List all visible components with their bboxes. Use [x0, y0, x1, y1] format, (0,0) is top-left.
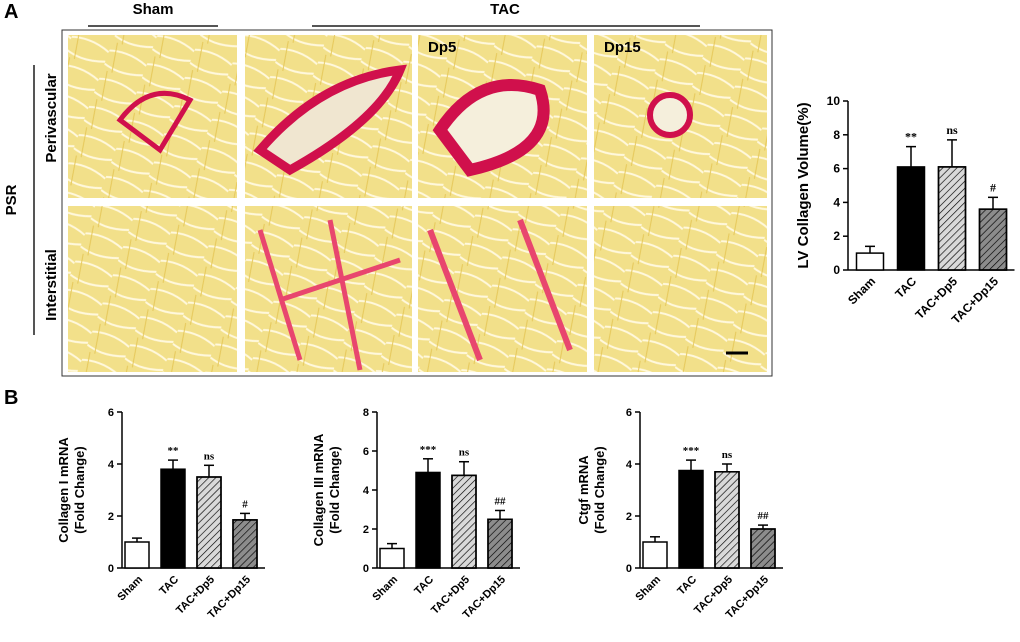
significance-label: ##	[495, 495, 507, 507]
y-tick-label: 2	[626, 511, 632, 523]
panel-letter: A	[4, 1, 18, 23]
significance-label: #	[242, 498, 248, 510]
stain	[116, 90, 194, 154]
significance-label: #	[990, 180, 996, 194]
y-tick-label: 6	[833, 162, 840, 176]
bar	[678, 469, 704, 569]
micrograph	[594, 206, 767, 372]
significance-label: ##	[758, 510, 770, 522]
x-tick-label: Sham	[845, 274, 878, 307]
y-axis-label: LV Collagen Volume(%)	[795, 102, 812, 268]
stain	[647, 92, 693, 138]
bar-hatch	[487, 518, 513, 569]
y-axis-label: (Fold Change)	[327, 446, 342, 533]
significance-label: **	[905, 130, 917, 144]
y-axis-label: (Fold Change)	[592, 446, 607, 533]
group-label: Sham	[133, 1, 174, 18]
bar-hatch	[196, 476, 222, 569]
y-tick-label: 0	[363, 563, 369, 575]
y-tick-label: 2	[108, 511, 114, 523]
significance-label: ***	[683, 445, 700, 457]
micrograph	[68, 206, 237, 372]
y-tick-label: 6	[626, 407, 632, 419]
y-axis-label: (Fold Change)	[72, 446, 87, 533]
y-tick-label: 8	[833, 128, 840, 142]
y-axis-label: Ctgf mRNA	[576, 455, 591, 525]
y-axis-label: Collagen I mRNA	[56, 437, 71, 543]
x-tick-label: TAC	[675, 574, 699, 598]
bar	[642, 541, 668, 569]
bar	[124, 541, 150, 569]
stain-label: PSR	[3, 184, 20, 215]
y-tick-label: 4	[108, 459, 115, 471]
image-row	[68, 35, 767, 198]
stain	[253, 64, 408, 176]
micrograph	[68, 35, 237, 198]
bar-hatch	[750, 528, 776, 569]
y-tick-label: 4	[363, 485, 370, 497]
y-tick-label: 0	[833, 263, 840, 277]
bar	[379, 547, 405, 569]
column-label: Dp5	[428, 39, 456, 56]
micrograph	[245, 206, 412, 372]
y-tick-label: 2	[363, 524, 369, 536]
y-tick-label: 4	[833, 195, 840, 209]
y-tick-label: 4	[626, 459, 633, 471]
bar-hatch	[937, 166, 967, 271]
bar	[160, 468, 186, 569]
image-row	[68, 206, 767, 372]
y-tick-label: 0	[108, 563, 114, 575]
significance-label: ns	[946, 123, 958, 137]
row-label: Interstitial	[43, 249, 60, 321]
y-tick-label: 6	[363, 446, 369, 458]
significance-label: ns	[722, 449, 733, 461]
bar	[415, 471, 441, 569]
y-tick-label: 10	[827, 94, 841, 108]
panel-letter: B	[4, 387, 18, 409]
bar-hatch	[714, 471, 740, 569]
stain	[427, 218, 573, 362]
column-label: Dp15	[604, 39, 641, 56]
x-tick-label: Sham	[370, 573, 400, 603]
x-tick-label: TAC	[157, 574, 181, 598]
significance-label: ***	[420, 444, 437, 456]
bar	[896, 166, 926, 271]
bar-hatch	[451, 474, 477, 569]
y-tick-label: 6	[108, 407, 114, 419]
bar-hatch	[232, 519, 258, 569]
y-axis-label: Collagen III mRNA	[311, 433, 326, 546]
bar-hatch	[978, 208, 1008, 271]
y-tick-label: 0	[626, 563, 632, 575]
micrograph	[418, 206, 587, 372]
group-label: TAC	[490, 1, 520, 18]
x-tick-label: Sham	[115, 573, 145, 603]
stain	[257, 219, 401, 371]
x-tick-label: TAC	[892, 274, 919, 301]
row-label: Perivascular	[43, 73, 60, 162]
x-tick-label: Sham	[633, 573, 663, 603]
histology-grid	[61, 29, 773, 377]
significance-label: ns	[459, 447, 470, 459]
bar	[855, 252, 885, 271]
significance-label: **	[168, 445, 180, 457]
significance-label: ns	[204, 450, 215, 462]
y-tick-label: 8	[363, 407, 369, 419]
stain	[432, 79, 550, 177]
x-tick-label: TAC	[412, 574, 436, 598]
y-tick-label: 2	[833, 229, 840, 243]
